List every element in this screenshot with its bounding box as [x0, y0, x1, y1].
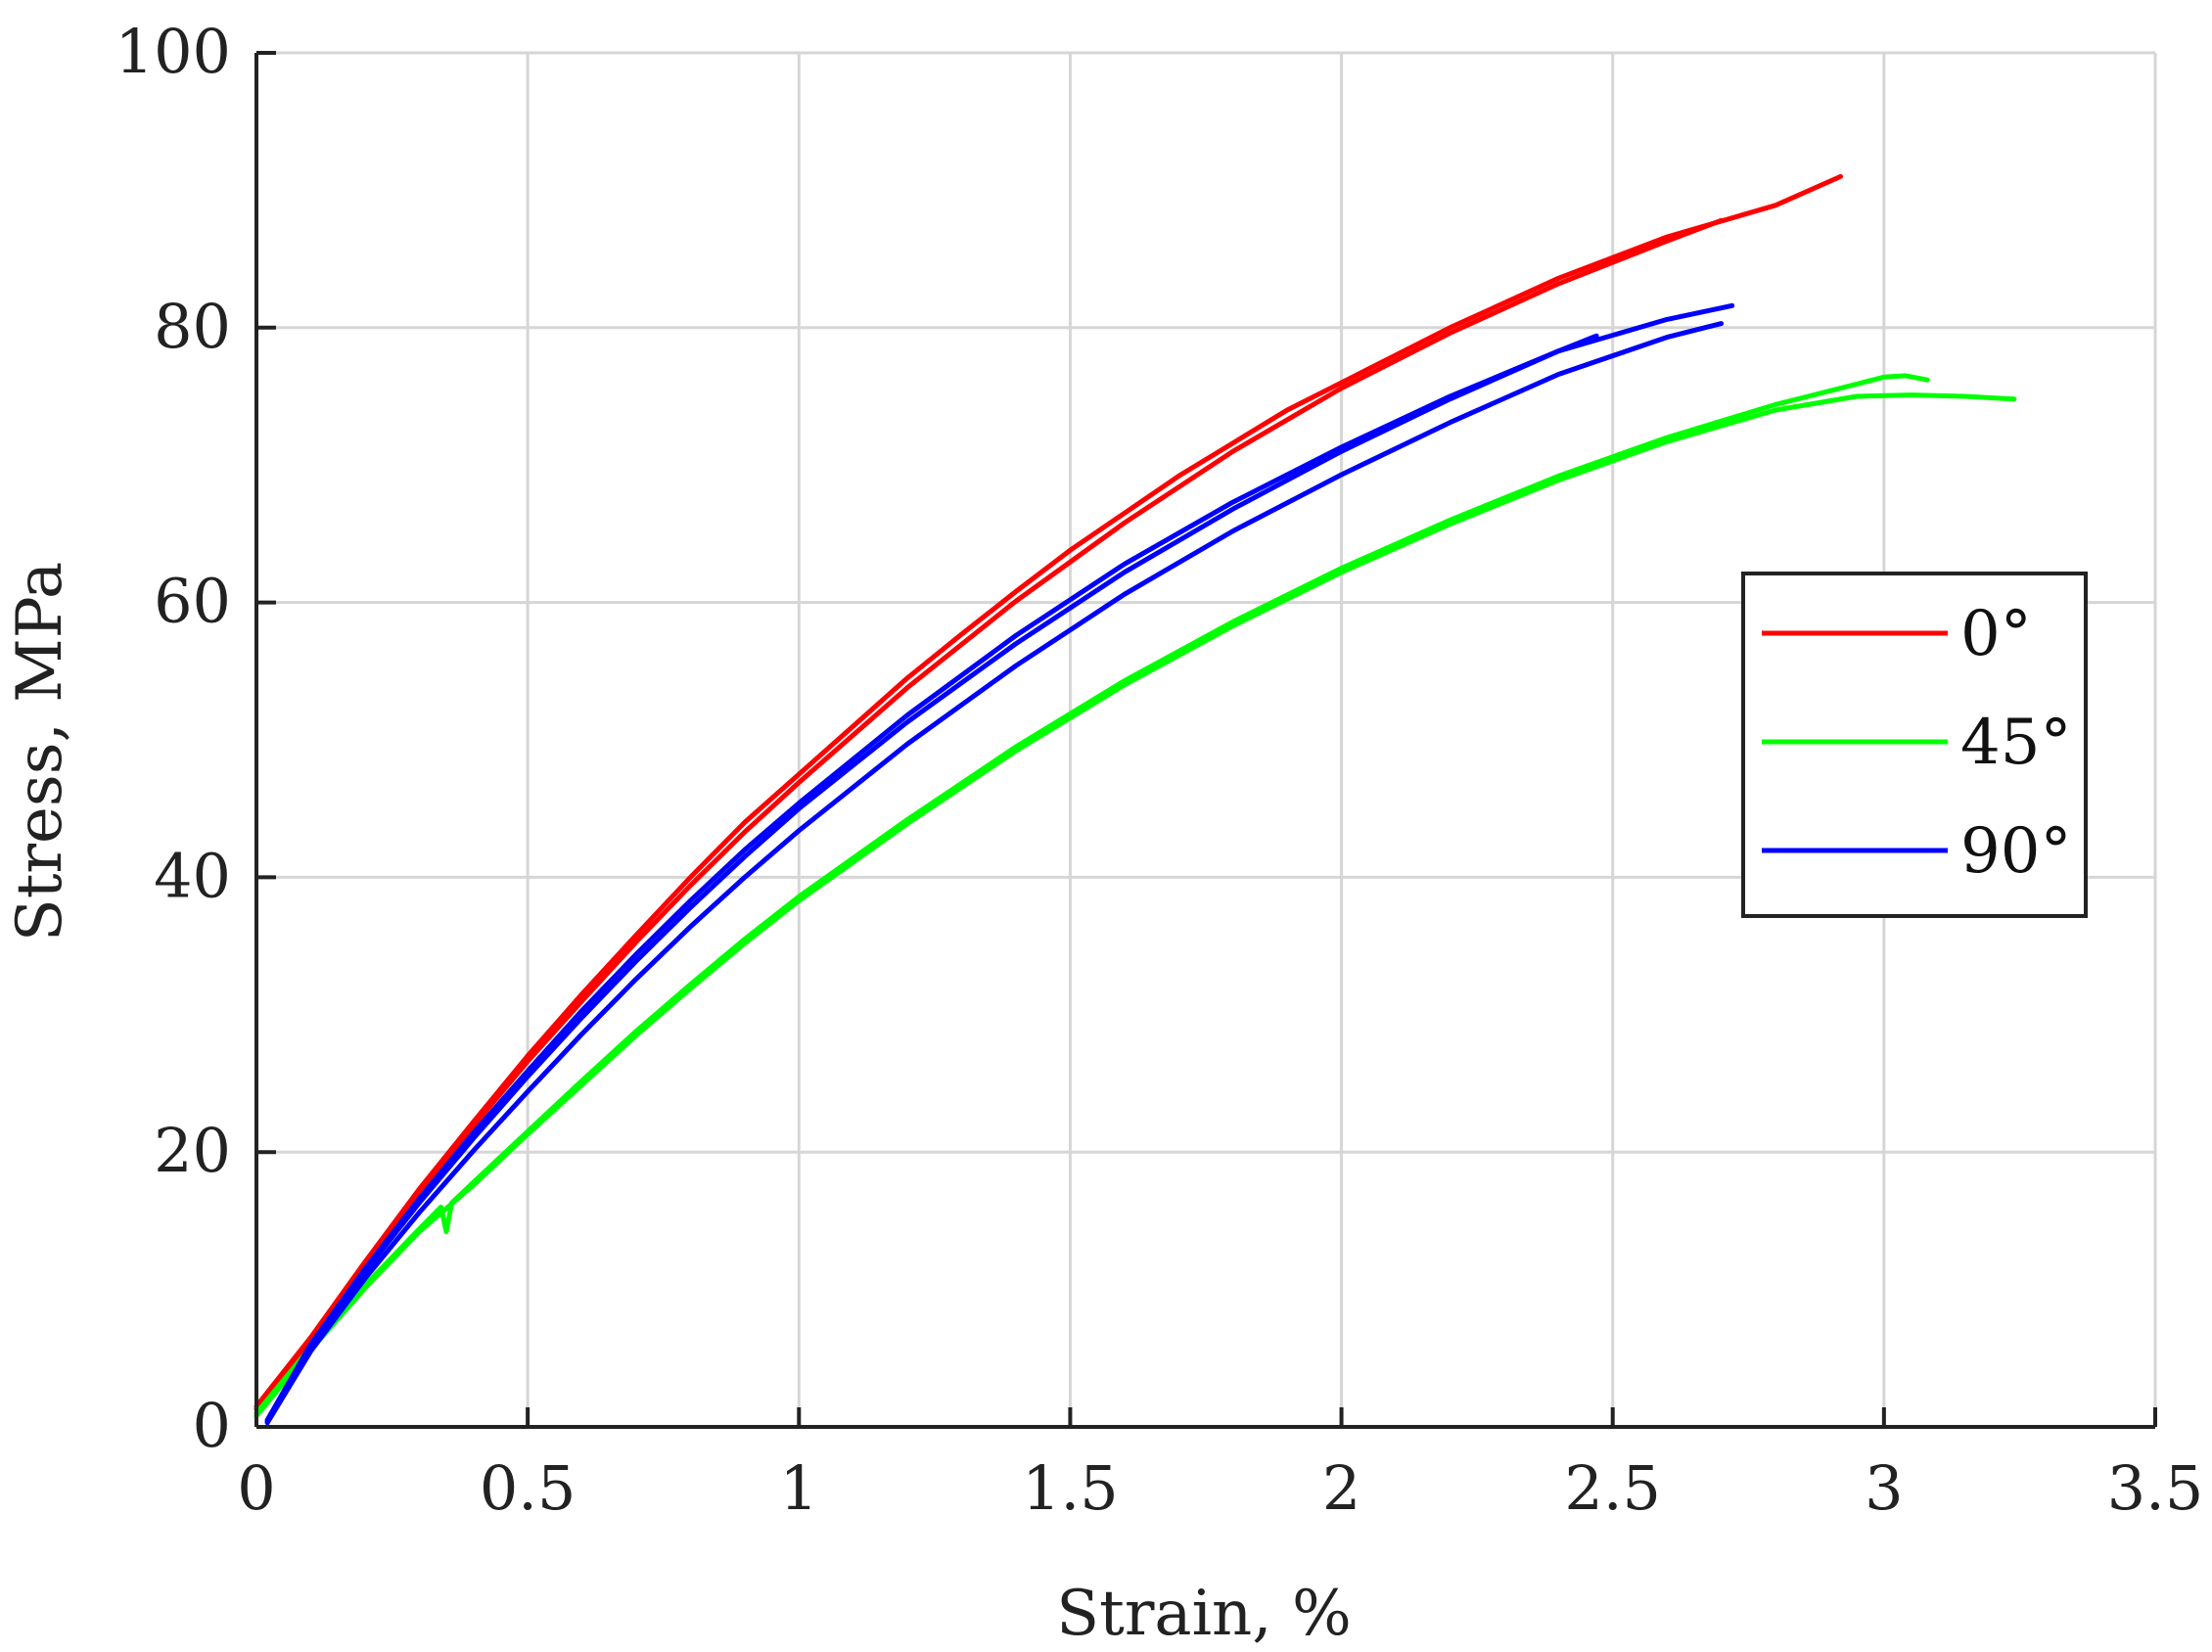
- y-tick-label: 60: [154, 566, 231, 637]
- y-tick-label: 40: [154, 840, 231, 911]
- legend: 0° 45° 90°: [1741, 572, 2088, 918]
- x-tick-label: 2: [1322, 1452, 1360, 1524]
- y-tick-label: 0: [193, 1390, 231, 1461]
- series-line-3: [253, 392, 2017, 1419]
- y-tick-label: 80: [154, 291, 231, 362]
- series-line-6: [264, 321, 1725, 1426]
- series-line-4: [264, 302, 1735, 1423]
- x-tick-label: 3.5: [2107, 1452, 2204, 1524]
- axes: [254, 53, 2155, 1429]
- series-line-2: [253, 373, 1930, 1416]
- y-tick-label: 20: [154, 1115, 231, 1186]
- legend-label-2: 90°: [1960, 815, 2071, 888]
- x-tick-label: 1.5: [1022, 1452, 1119, 1524]
- series-lines: [253, 173, 2017, 1426]
- y-tick-label: 100: [115, 16, 231, 87]
- legend-label-0: 0°: [1960, 598, 2032, 670]
- x-tick-label: 0: [237, 1452, 275, 1524]
- series-line-0: [253, 173, 1843, 1409]
- series-line-5: [264, 333, 1599, 1424]
- x-tick-label: 0.5: [480, 1452, 576, 1524]
- x-tick-label: 2.5: [1564, 1452, 1661, 1524]
- x-axis-label: Strain, %: [1056, 1578, 1352, 1650]
- x-tick-label: 1: [780, 1452, 818, 1524]
- legend-label-1: 45°: [1960, 707, 2071, 779]
- y-axis-label: Stress, MPa: [4, 562, 76, 941]
- legend-box: [1741, 572, 2088, 918]
- x-tick-label: 3: [1865, 1452, 1903, 1524]
- ticks: 0 0.5 1 1.5 2 2.5 3 3.5 0 20 40 60 80 100: [115, 16, 2204, 1524]
- series-line-1: [253, 217, 1725, 1412]
